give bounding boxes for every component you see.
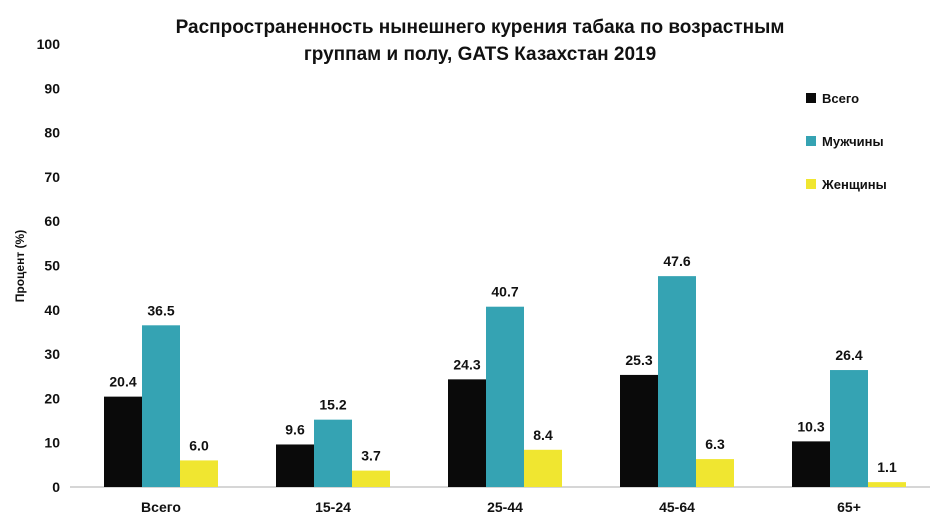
- legend-label: Женщины: [821, 177, 887, 192]
- data-label: 6.0: [189, 437, 209, 453]
- x-tick-label: 25-44: [487, 499, 523, 515]
- bar: [486, 306, 524, 487]
- data-label: 47.6: [663, 253, 690, 269]
- y-tick-label: 0: [52, 479, 60, 495]
- y-tick-label: 50: [44, 258, 60, 274]
- y-tick-label: 10: [44, 435, 60, 451]
- bar: [314, 419, 352, 487]
- x-tick-label: 45-64: [659, 499, 695, 515]
- x-tick-label: 65+: [837, 499, 861, 515]
- x-tick-label: Всего: [141, 499, 181, 515]
- data-label: 36.5: [147, 302, 174, 318]
- data-label: 15.2: [319, 397, 346, 413]
- bars: 20.4 36.5 6.0 9.6 15.2 3.7 24.3 40.7 8.4 25.3 47.6…: [104, 253, 906, 487]
- data-label: 3.7: [361, 448, 381, 464]
- data-label: 26.4: [835, 347, 862, 363]
- y-tick-label: 70: [44, 169, 60, 185]
- data-label: 20.4: [109, 374, 136, 390]
- data-label: 24.3: [453, 356, 480, 372]
- bar: [620, 374, 658, 487]
- data-label: 1.1: [877, 459, 897, 475]
- bar: [830, 370, 868, 487]
- bar: [276, 444, 314, 487]
- data-label: 9.6: [285, 421, 305, 437]
- data-label: 6.3: [705, 436, 725, 452]
- data-label: 40.7: [491, 284, 518, 300]
- data-label: 8.4: [533, 427, 553, 443]
- legend-label: Мужчины: [822, 134, 884, 149]
- y-tick-label: 20: [44, 390, 60, 406]
- axes: 0 10 20 30 40 50 60 70 80 90 100 Процент (%) Всего 15…: [13, 36, 930, 515]
- data-label: 25.3: [625, 352, 652, 368]
- bar: [524, 449, 562, 487]
- y-tick-label: 30: [44, 346, 60, 362]
- chart-title-line-1: Распространенность нынешнего курения таб…: [175, 17, 785, 38]
- legend: Всего Мужчины Женщины: [806, 91, 887, 192]
- bar: [448, 379, 486, 487]
- y-tick-label: 60: [44, 213, 60, 229]
- legend-swatch: [806, 179, 816, 189]
- legend-label: Всего: [822, 91, 859, 106]
- bar: [792, 441, 830, 487]
- legend-swatch: [806, 93, 816, 103]
- bar: [352, 470, 390, 487]
- legend-swatch: [806, 136, 816, 146]
- chart-title: Распространенность нынешнего курения таб…: [100, 14, 860, 68]
- y-axis-label: Процент (%): [13, 230, 27, 302]
- bar: [658, 276, 696, 487]
- bar: [104, 396, 142, 487]
- y-tick-label: 80: [44, 125, 60, 141]
- x-tick-label: 15-24: [315, 499, 351, 515]
- y-tick-label: 100: [37, 36, 61, 52]
- y-tick-label: 40: [44, 302, 60, 318]
- data-label: 10.3: [797, 418, 824, 434]
- bar: [696, 459, 734, 487]
- chart-title-line-2: группам и полу, GATS Казахстан 2019: [303, 44, 657, 65]
- bar: [142, 325, 180, 487]
- bar: [868, 482, 906, 487]
- bar: [180, 460, 218, 487]
- y-tick-label: 90: [44, 80, 60, 96]
